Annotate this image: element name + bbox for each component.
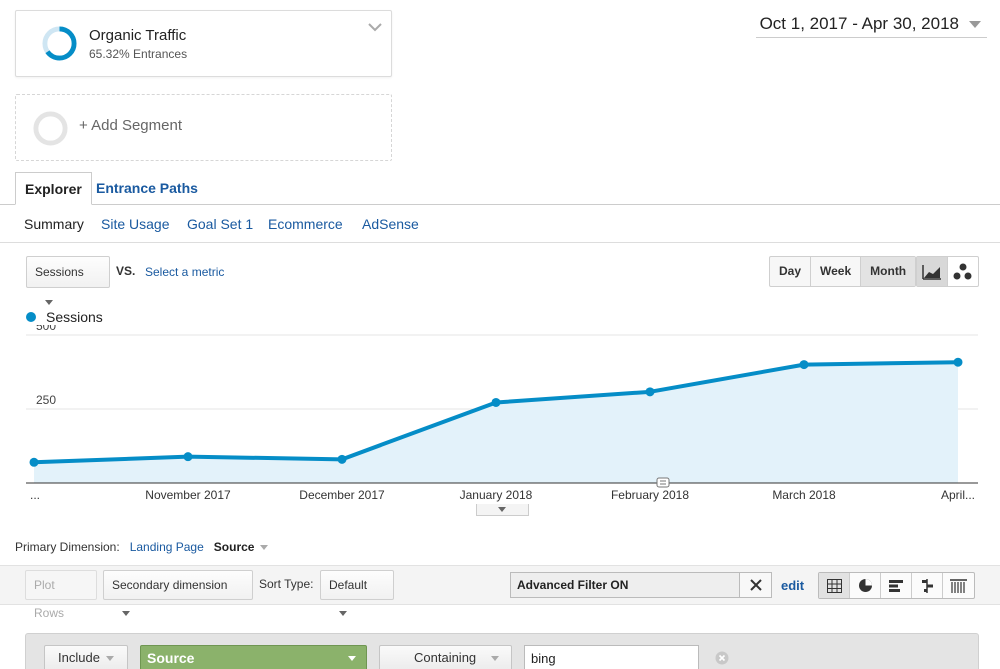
caret-down-icon: [339, 611, 347, 617]
tab-entrance-paths[interactable]: Entrance Paths: [96, 180, 198, 196]
primary-dimension-bar: Primary Dimension: Landing Page Source: [15, 540, 269, 554]
bar-view-button[interactable]: [881, 573, 912, 598]
annotation-icon: [656, 477, 670, 488]
x-tick-label: November 2017: [145, 488, 231, 502]
comparison-icon: [921, 578, 933, 593]
report-tabs: Explorer Entrance Paths: [0, 172, 1000, 205]
collapse-chart-handle[interactable]: [476, 504, 529, 516]
sort-type-label: Sort Type:: [259, 577, 314, 591]
subtab-adsense[interactable]: AdSense: [362, 216, 419, 232]
include-label: Include: [58, 650, 100, 665]
sessions-area: [34, 362, 958, 483]
pivot-view-button[interactable]: [943, 573, 974, 598]
add-segment-button[interactable]: + Add Segment: [15, 94, 392, 161]
caret-down-icon: [348, 656, 356, 661]
caret-down-icon: [969, 21, 981, 28]
sessions-point: [29, 457, 39, 467]
motion-chart-button[interactable]: [948, 257, 978, 286]
caret-down-icon: [122, 611, 130, 617]
filter-dimension-label: Source: [147, 650, 195, 666]
segment-ring-icon: [42, 26, 77, 61]
empty-ring-icon: [33, 111, 68, 146]
tab-explorer[interactable]: Explorer: [15, 172, 92, 205]
granularity-week-button[interactable]: Week: [811, 257, 862, 286]
primary-dimension-label: Primary Dimension:: [15, 540, 120, 554]
table-icon: [826, 578, 842, 593]
x-tick-label: February 2018: [611, 488, 689, 502]
advanced-filter-status[interactable]: Advanced Filter ON: [510, 572, 772, 598]
granularity-toggle: Day Week Month: [769, 256, 917, 287]
subtab-site-usage[interactable]: Site Usage: [101, 216, 170, 232]
chart-legend: Sessions: [26, 309, 103, 325]
caret-down-icon: [491, 656, 499, 661]
dimension-source-label: Source: [213, 540, 255, 554]
secondary-dimension-label: Secondary dimension: [112, 578, 228, 592]
sessions-point: [183, 452, 193, 462]
pie-view-button[interactable]: [850, 573, 881, 598]
secondary-dimension-select[interactable]: Secondary dimension: [103, 570, 253, 617]
table-view-toggle: [818, 572, 975, 599]
motion-chart-icon: [953, 263, 972, 279]
caret-down-icon: [260, 545, 269, 551]
vs-label: VS.: [116, 264, 136, 278]
filter-dimension-select[interactable]: Source: [140, 645, 367, 669]
edit-filter-link[interactable]: edit: [781, 578, 805, 593]
chevron-down-icon[interactable]: [367, 19, 383, 35]
x-tick-label: ...: [30, 488, 40, 502]
x-tick-label: December 2017: [299, 488, 385, 502]
segment-card-organic-traffic[interactable]: Organic Traffic 65.32% Entrances: [15, 10, 392, 77]
include-exclude-select[interactable]: Include: [44, 645, 128, 669]
sessions-point: [337, 454, 347, 464]
sort-type-value: Default: [329, 578, 368, 592]
pie-icon: [858, 579, 872, 592]
select-metric-link[interactable]: Select a metric: [145, 265, 225, 279]
sessions-point: [645, 387, 655, 397]
sort-type-select[interactable]: Default: [320, 570, 394, 617]
y-tick-label: 500: [36, 325, 56, 333]
bar-icon: [888, 579, 903, 592]
match-type-select[interactable]: Containing: [379, 645, 512, 669]
line-chart-button[interactable]: [917, 257, 948, 286]
chart-type-toggle: [916, 256, 979, 287]
sessions-point: [953, 357, 963, 367]
caret-down-icon: [45, 300, 53, 306]
clear-filter-button[interactable]: [739, 573, 771, 597]
pivot-icon: [950, 578, 967, 593]
dimension-landing-page[interactable]: Landing Page: [129, 540, 204, 554]
caret-down-icon: [105, 656, 114, 662]
explorer-subtabs: Summary Site Usage Goal Set 1 Ecommerce …: [0, 205, 1000, 243]
subtab-goal-set-1[interactable]: Goal Set 1: [187, 216, 254, 232]
dimension-source[interactable]: Source: [214, 540, 269, 554]
sessions-point: [491, 397, 501, 407]
date-range-text: Oct 1, 2017 - Apr 30, 2018: [759, 14, 959, 33]
segment-subtitle: 65.32% Entrances: [89, 47, 188, 61]
match-type-label: Containing: [414, 650, 477, 665]
metric-select[interactable]: Sessions: [26, 256, 110, 306]
y-tick-label: 250: [36, 393, 56, 407]
remove-condition-icon[interactable]: [715, 651, 729, 665]
subtab-ecommerce[interactable]: Ecommerce: [268, 216, 343, 232]
granularity-day-button[interactable]: Day: [770, 257, 812, 286]
segment-title: Organic Traffic: [89, 27, 187, 44]
subtab-summary[interactable]: Summary: [24, 216, 84, 232]
add-segment-label: + Add Segment: [79, 117, 182, 134]
x-tick-label: April...: [941, 488, 975, 502]
series-dot-icon: [26, 312, 36, 322]
comparison-view-button[interactable]: [912, 573, 943, 598]
metric-select-label: Sessions: [35, 265, 84, 279]
advanced-filter-text: Advanced Filter ON: [517, 578, 629, 592]
line-chart-icon: [922, 264, 941, 280]
table-view-button[interactable]: [819, 573, 850, 598]
legend-label-sessions: Sessions: [46, 309, 103, 325]
date-range-picker[interactable]: Oct 1, 2017 - Apr 30, 2018: [755, 12, 987, 38]
x-tick-label: March 2018: [772, 488, 836, 502]
caret-down-icon: [498, 507, 506, 512]
sessions-point: [799, 360, 809, 370]
sessions-chart[interactable]: 250 500... November 2017 December 2017 Janua…: [0, 325, 1000, 505]
filter-value-input[interactable]: [524, 645, 699, 669]
close-icon: [749, 579, 762, 591]
granularity-month-button[interactable]: Month: [861, 257, 916, 286]
x-tick-label: January 2018: [460, 488, 533, 502]
plot-rows-button[interactable]: Plot Rows: [25, 570, 97, 620]
